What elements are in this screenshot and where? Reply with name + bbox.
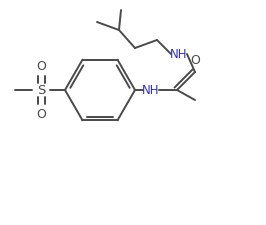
Text: NH: NH bbox=[142, 83, 160, 97]
Text: O: O bbox=[36, 108, 46, 121]
Text: O: O bbox=[190, 54, 200, 67]
Text: O: O bbox=[36, 59, 46, 72]
Text: S: S bbox=[37, 83, 45, 97]
Text: NH: NH bbox=[170, 47, 188, 61]
